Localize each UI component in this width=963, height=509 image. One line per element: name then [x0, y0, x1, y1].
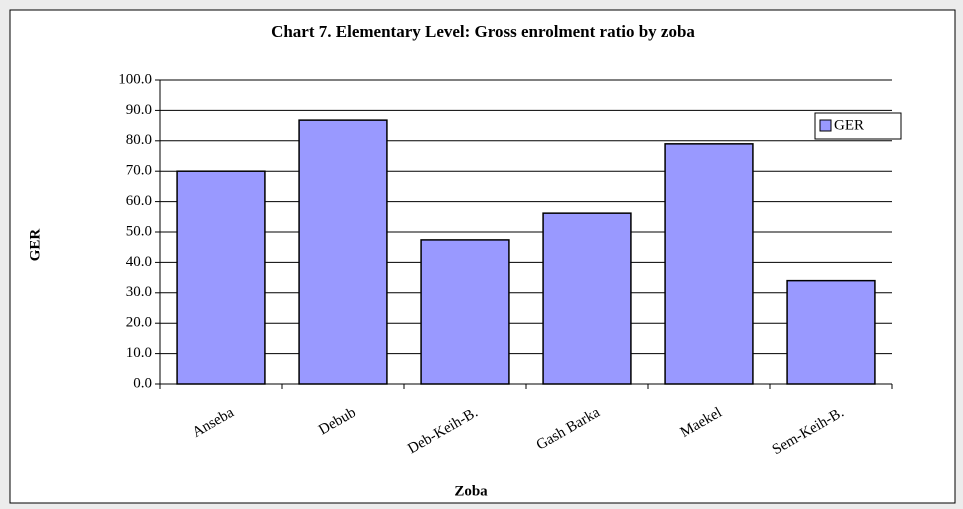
- bar: [786, 279, 876, 385]
- y-tick-label: 90.0: [126, 102, 152, 118]
- chart-title: Chart 7. Elementary Level: Gross enrolme…: [271, 22, 695, 41]
- y-tick-label: 100.0: [118, 71, 152, 87]
- bar: [420, 239, 510, 385]
- y-tick-label: 20.0: [126, 315, 152, 331]
- y-tick-label: 60.0: [126, 193, 152, 209]
- y-axis-title: GER: [27, 229, 43, 262]
- y-tick-label: 80.0: [126, 132, 152, 148]
- bar: [542, 212, 632, 385]
- y-tick-label: 70.0: [126, 163, 152, 179]
- bar: [298, 119, 388, 385]
- legend-label: GER: [834, 117, 864, 133]
- legend-swatch: [819, 119, 832, 132]
- bar: [664, 143, 754, 385]
- x-axis-title: Zoba: [454, 483, 488, 499]
- y-tick-label: 30.0: [126, 284, 152, 300]
- y-tick-label: 50.0: [126, 223, 152, 239]
- y-tick-label: 40.0: [126, 254, 152, 270]
- bar: [176, 170, 266, 385]
- y-tick-label: 10.0: [126, 345, 152, 361]
- y-tick-label: 0.0: [133, 375, 152, 391]
